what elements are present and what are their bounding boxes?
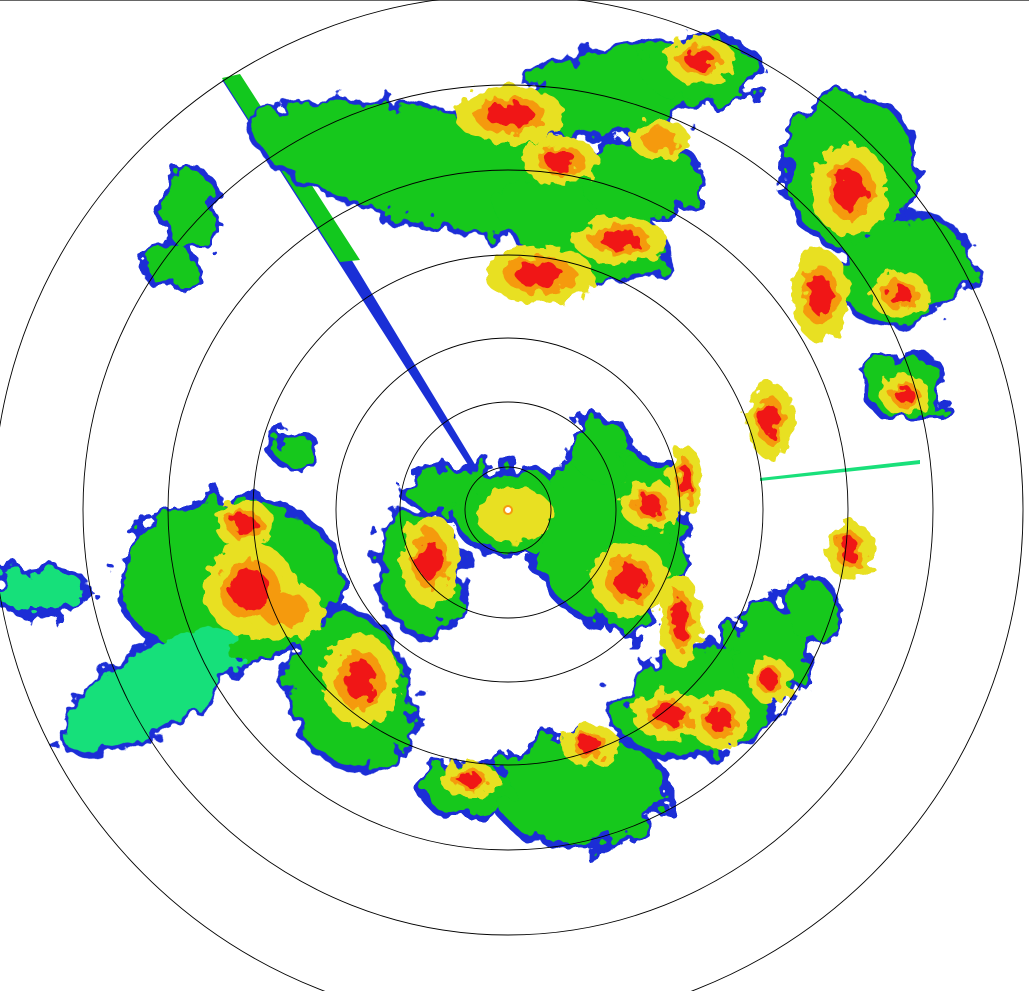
echo-cell bbox=[785, 580, 835, 640]
echo-core bbox=[760, 404, 780, 436]
echo-core bbox=[544, 150, 576, 170]
echo-core bbox=[516, 263, 564, 287]
echo-core bbox=[458, 773, 482, 787]
echo-cell bbox=[0, 568, 85, 612]
echo-cell bbox=[495, 735, 665, 845]
echo-cell bbox=[165, 170, 215, 250]
echo-core bbox=[638, 495, 662, 515]
echo-core bbox=[418, 540, 442, 580]
range-ring-3 bbox=[335, 337, 681, 683]
echo-core bbox=[888, 285, 912, 305]
echo-core bbox=[708, 708, 732, 732]
echo-core bbox=[672, 600, 688, 640]
echo-core bbox=[614, 564, 646, 596]
echo-cell bbox=[570, 420, 630, 480]
echo-core bbox=[808, 275, 832, 315]
radar-site-marker bbox=[503, 505, 513, 515]
range-ring-4 bbox=[252, 254, 764, 766]
echo-core bbox=[578, 737, 602, 753]
echo-core bbox=[840, 538, 860, 562]
echo-cell bbox=[62, 627, 238, 753]
echo-core bbox=[685, 50, 715, 70]
range-ring-2 bbox=[399, 401, 617, 619]
echo-core bbox=[600, 230, 640, 250]
echo-core bbox=[834, 170, 866, 210]
echo-cell bbox=[580, 140, 700, 220]
radial-spoke-artifact bbox=[760, 460, 920, 481]
range-ring-1 bbox=[464, 466, 552, 554]
frame-top-border bbox=[0, 0, 1029, 1]
echo-cell bbox=[275, 435, 315, 465]
echo-core bbox=[230, 570, 270, 610]
echo-cell bbox=[145, 245, 195, 285]
echo-intense bbox=[642, 128, 678, 152]
echo-intense bbox=[261, 592, 309, 628]
echo-core bbox=[344, 660, 376, 700]
echo-core bbox=[762, 670, 778, 690]
range-ring-6 bbox=[82, 84, 934, 936]
echo-core bbox=[678, 465, 692, 495]
echo-cell bbox=[405, 468, 495, 512]
echo-core bbox=[233, 515, 257, 535]
echo-heavy bbox=[477, 487, 553, 543]
range-ring-5 bbox=[167, 169, 849, 851]
reflectivity-echoes bbox=[0, 34, 975, 851]
echo-core bbox=[486, 103, 534, 127]
echo-core bbox=[654, 705, 686, 725]
echo-core bbox=[895, 387, 915, 403]
